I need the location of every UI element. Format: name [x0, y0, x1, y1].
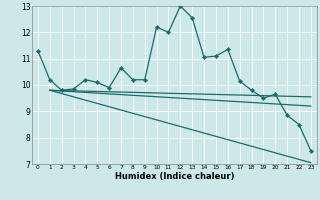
X-axis label: Humidex (Indice chaleur): Humidex (Indice chaleur)	[115, 172, 234, 181]
